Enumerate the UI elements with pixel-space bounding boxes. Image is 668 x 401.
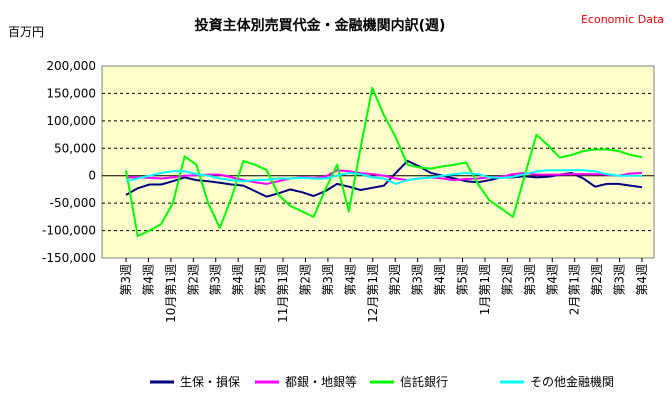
x-axis: 第3週 第4週 10月第1週 第2週 第3週 第4週 第5週 11月第1週 第2週 第3週 第4週 1…: [119, 258, 649, 323]
x-tick-label: 第5週: [456, 264, 470, 296]
plot-area: [101, 65, 655, 259]
x-tick-label: 10月第1週: [164, 264, 178, 323]
x-tick-label: 1月第1週: [478, 264, 492, 315]
unit-label: 百万円: [8, 25, 44, 39]
x-tick-label: 第3週: [613, 264, 627, 296]
legend-label: 都銀・地銀等: [285, 375, 357, 389]
y-tick-label: 150,000: [46, 86, 96, 100]
x-tick-label: 12月第1週: [366, 264, 380, 323]
x-tick-label: 第3週: [523, 264, 537, 296]
x-tick-label: 第5週: [254, 264, 268, 296]
y-axis-ticks: 200,000 150,000 100,000 50,000 0 -50,000 -100,…: [42, 59, 96, 265]
y-tick-label: -150,000: [42, 251, 96, 265]
x-tick-label: 第3週: [321, 264, 335, 296]
x-tick-label: 第4週: [141, 264, 155, 296]
x-tick-label: 第2週: [388, 264, 402, 296]
series-lines: [125, 86, 643, 238]
x-tick-label: 第4週: [343, 264, 357, 296]
y-tick-label: 100,000: [46, 114, 96, 128]
x-tick-label: 第4週: [635, 264, 649, 296]
x-tick-label: 第2週: [298, 264, 312, 296]
x-tick-label: 第3週: [209, 264, 223, 296]
x-tick-label: 第2週: [590, 264, 604, 296]
y-tick-label: -100,000: [42, 224, 96, 238]
x-tick-label: 第3週: [119, 264, 133, 296]
chart-title: 投資主体別売買代金・金融機関内訳(週): [195, 17, 446, 34]
x-tick-label: 第4週: [545, 264, 559, 296]
series-line: [125, 169, 642, 185]
x-tick-label: 11月第1週: [276, 264, 290, 323]
y-tick-label: 0: [88, 169, 96, 183]
series-line: [126, 169, 643, 185]
x-tick-label: 第4週: [433, 264, 447, 296]
source-label: Economic Data: [581, 13, 664, 26]
x-tick-label: 第3週: [411, 264, 425, 296]
x-tick-label: 2月第1週: [568, 264, 582, 315]
x-tick-label: 第4週: [231, 264, 245, 296]
series-line: [125, 86, 643, 238]
y-tick-label: 200,000: [46, 59, 96, 73]
x-tick-label: 第2週: [500, 264, 514, 296]
x-tick-label: 第2週: [186, 264, 200, 296]
y-tick-label: 50,000: [54, 141, 96, 155]
legend-label: 生保・損保: [180, 374, 240, 389]
y-tick-label: -50,000: [50, 196, 96, 210]
legend: 生保・損保 都銀・地銀等 信託銀行 その他金融機関: [150, 374, 614, 389]
legend-label: その他金融機関: [530, 374, 614, 389]
legend-label: 信託銀行: [400, 374, 448, 389]
